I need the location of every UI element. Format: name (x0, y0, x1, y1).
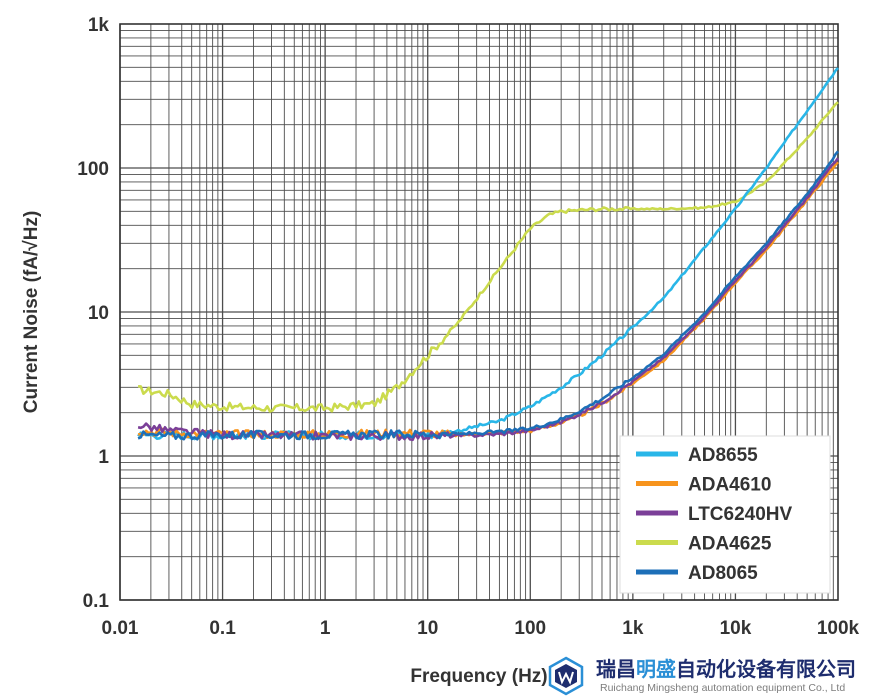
series-line-ad8655 (137, 67, 839, 441)
y-tick-label: 1 (98, 447, 109, 468)
x-tick-label: 10k (720, 618, 752, 639)
series-line-ada4625 (138, 101, 839, 413)
x-tick-label: 100k (817, 618, 860, 639)
x-tick-label: 100 (514, 618, 546, 639)
y-tick-label: 100 (77, 159, 109, 180)
legend-label: ADA4625 (688, 534, 772, 555)
watermark-company-part1: 瑞昌 (596, 657, 636, 681)
x-tick-label: 0.1 (209, 618, 236, 639)
company-watermark: 瑞昌明盛自动化设备有限公司 Ruichang Mingsheng automat… (548, 654, 874, 697)
y-tick-label: 1k (88, 15, 110, 36)
watermark-company-en: Ruichang Mingsheng automation equipment … (600, 682, 845, 694)
watermark-background (560, 654, 874, 697)
x-tick-label: 10 (417, 618, 438, 639)
svg-text:瑞昌明盛自动化设备有限公司: 瑞昌明盛自动化设备有限公司 (596, 657, 856, 681)
legend-label: AD8065 (688, 563, 758, 584)
watermark-company-part2: 明盛 (636, 657, 676, 681)
legend-label: ADA4610 (688, 475, 771, 496)
series-layer (137, 67, 840, 442)
x-axis-title: Frequency (Hz) (410, 666, 547, 687)
y-tick-labels: 0.1 1 10 100 1k (77, 15, 109, 612)
y-axis-title: Current Noise (fA/√Hz) (21, 211, 42, 414)
y-tick-label: 10 (88, 303, 109, 324)
legend: AD8655 ADA4610 LTC6240HV ADA4625 AD8065 (619, 435, 831, 594)
x-tick-label: 1k (622, 618, 644, 639)
series-line-ada4610 (137, 161, 839, 440)
legend-label: AD8655 (688, 445, 758, 466)
x-tick-label: 0.01 (102, 618, 139, 639)
x-tick-labels: 0.01 0.1 1 10 100 1k 10k 100k (102, 618, 860, 639)
series-line-ad8065 (137, 150, 840, 441)
y-tick-label: 0.1 (83, 591, 110, 612)
plot-frame (119, 23, 839, 601)
watermark-company-part3: 自动化设备有限公司 (676, 657, 856, 681)
hex-logo-icon (548, 656, 584, 696)
legend-label: LTC6240HV (688, 504, 793, 525)
x-tick-label: 1 (320, 618, 331, 639)
